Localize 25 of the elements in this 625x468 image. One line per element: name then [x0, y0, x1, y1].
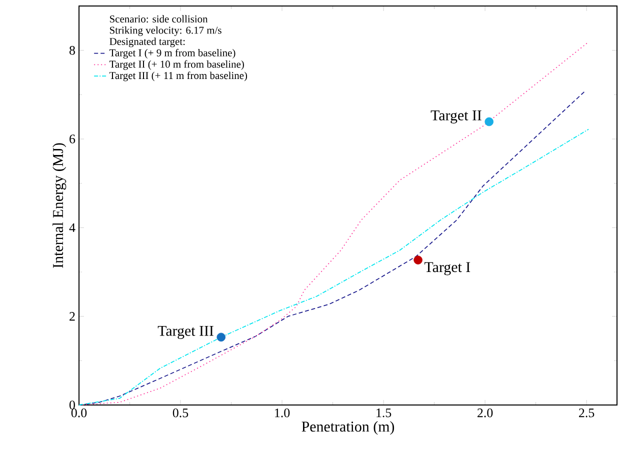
- legend-title: Designated target:: [110, 38, 185, 48]
- point: [216, 332, 226, 342]
- y-tick-label: 4: [69, 223, 76, 232]
- annotation: Target II: [430, 110, 482, 124]
- x-tick-label: 2.5: [579, 408, 594, 418]
- legend-label: Target II (+ 10 m from baseline): [109, 60, 244, 70]
- x-tick-label: 1.0: [275, 408, 290, 418]
- x-tick-label: 0.5: [172, 408, 188, 418]
- y-tick-label: 6: [70, 134, 76, 144]
- legend-label: Target III (+ 11 m from baseline): [109, 72, 248, 82]
- annotation: Target I: [424, 262, 470, 276]
- y-axis-title: Internal Energy (MJ): [52, 143, 66, 268]
- legend-label: Target I (+ 9 m from baseline): [109, 48, 236, 59]
- x-axis-title: Penetration (m): [302, 421, 394, 435]
- x-tick-label: 1.5: [376, 408, 392, 418]
- annotation: Scenario: side collision: [110, 15, 208, 23]
- annotation: Striking velocity: 6.17 m/s: [110, 26, 222, 36]
- y-tick-label: 0: [70, 400, 75, 410]
- point: [414, 256, 422, 264]
- annotation: Target III: [158, 326, 214, 339]
- y-tick-label: 2: [70, 312, 75, 321]
- y-tick-label: 8: [70, 46, 75, 55]
- point: [484, 117, 494, 126]
- x-tick-label: 0.0: [71, 408, 87, 418]
- x-tick-label: 2.0: [478, 408, 493, 418]
